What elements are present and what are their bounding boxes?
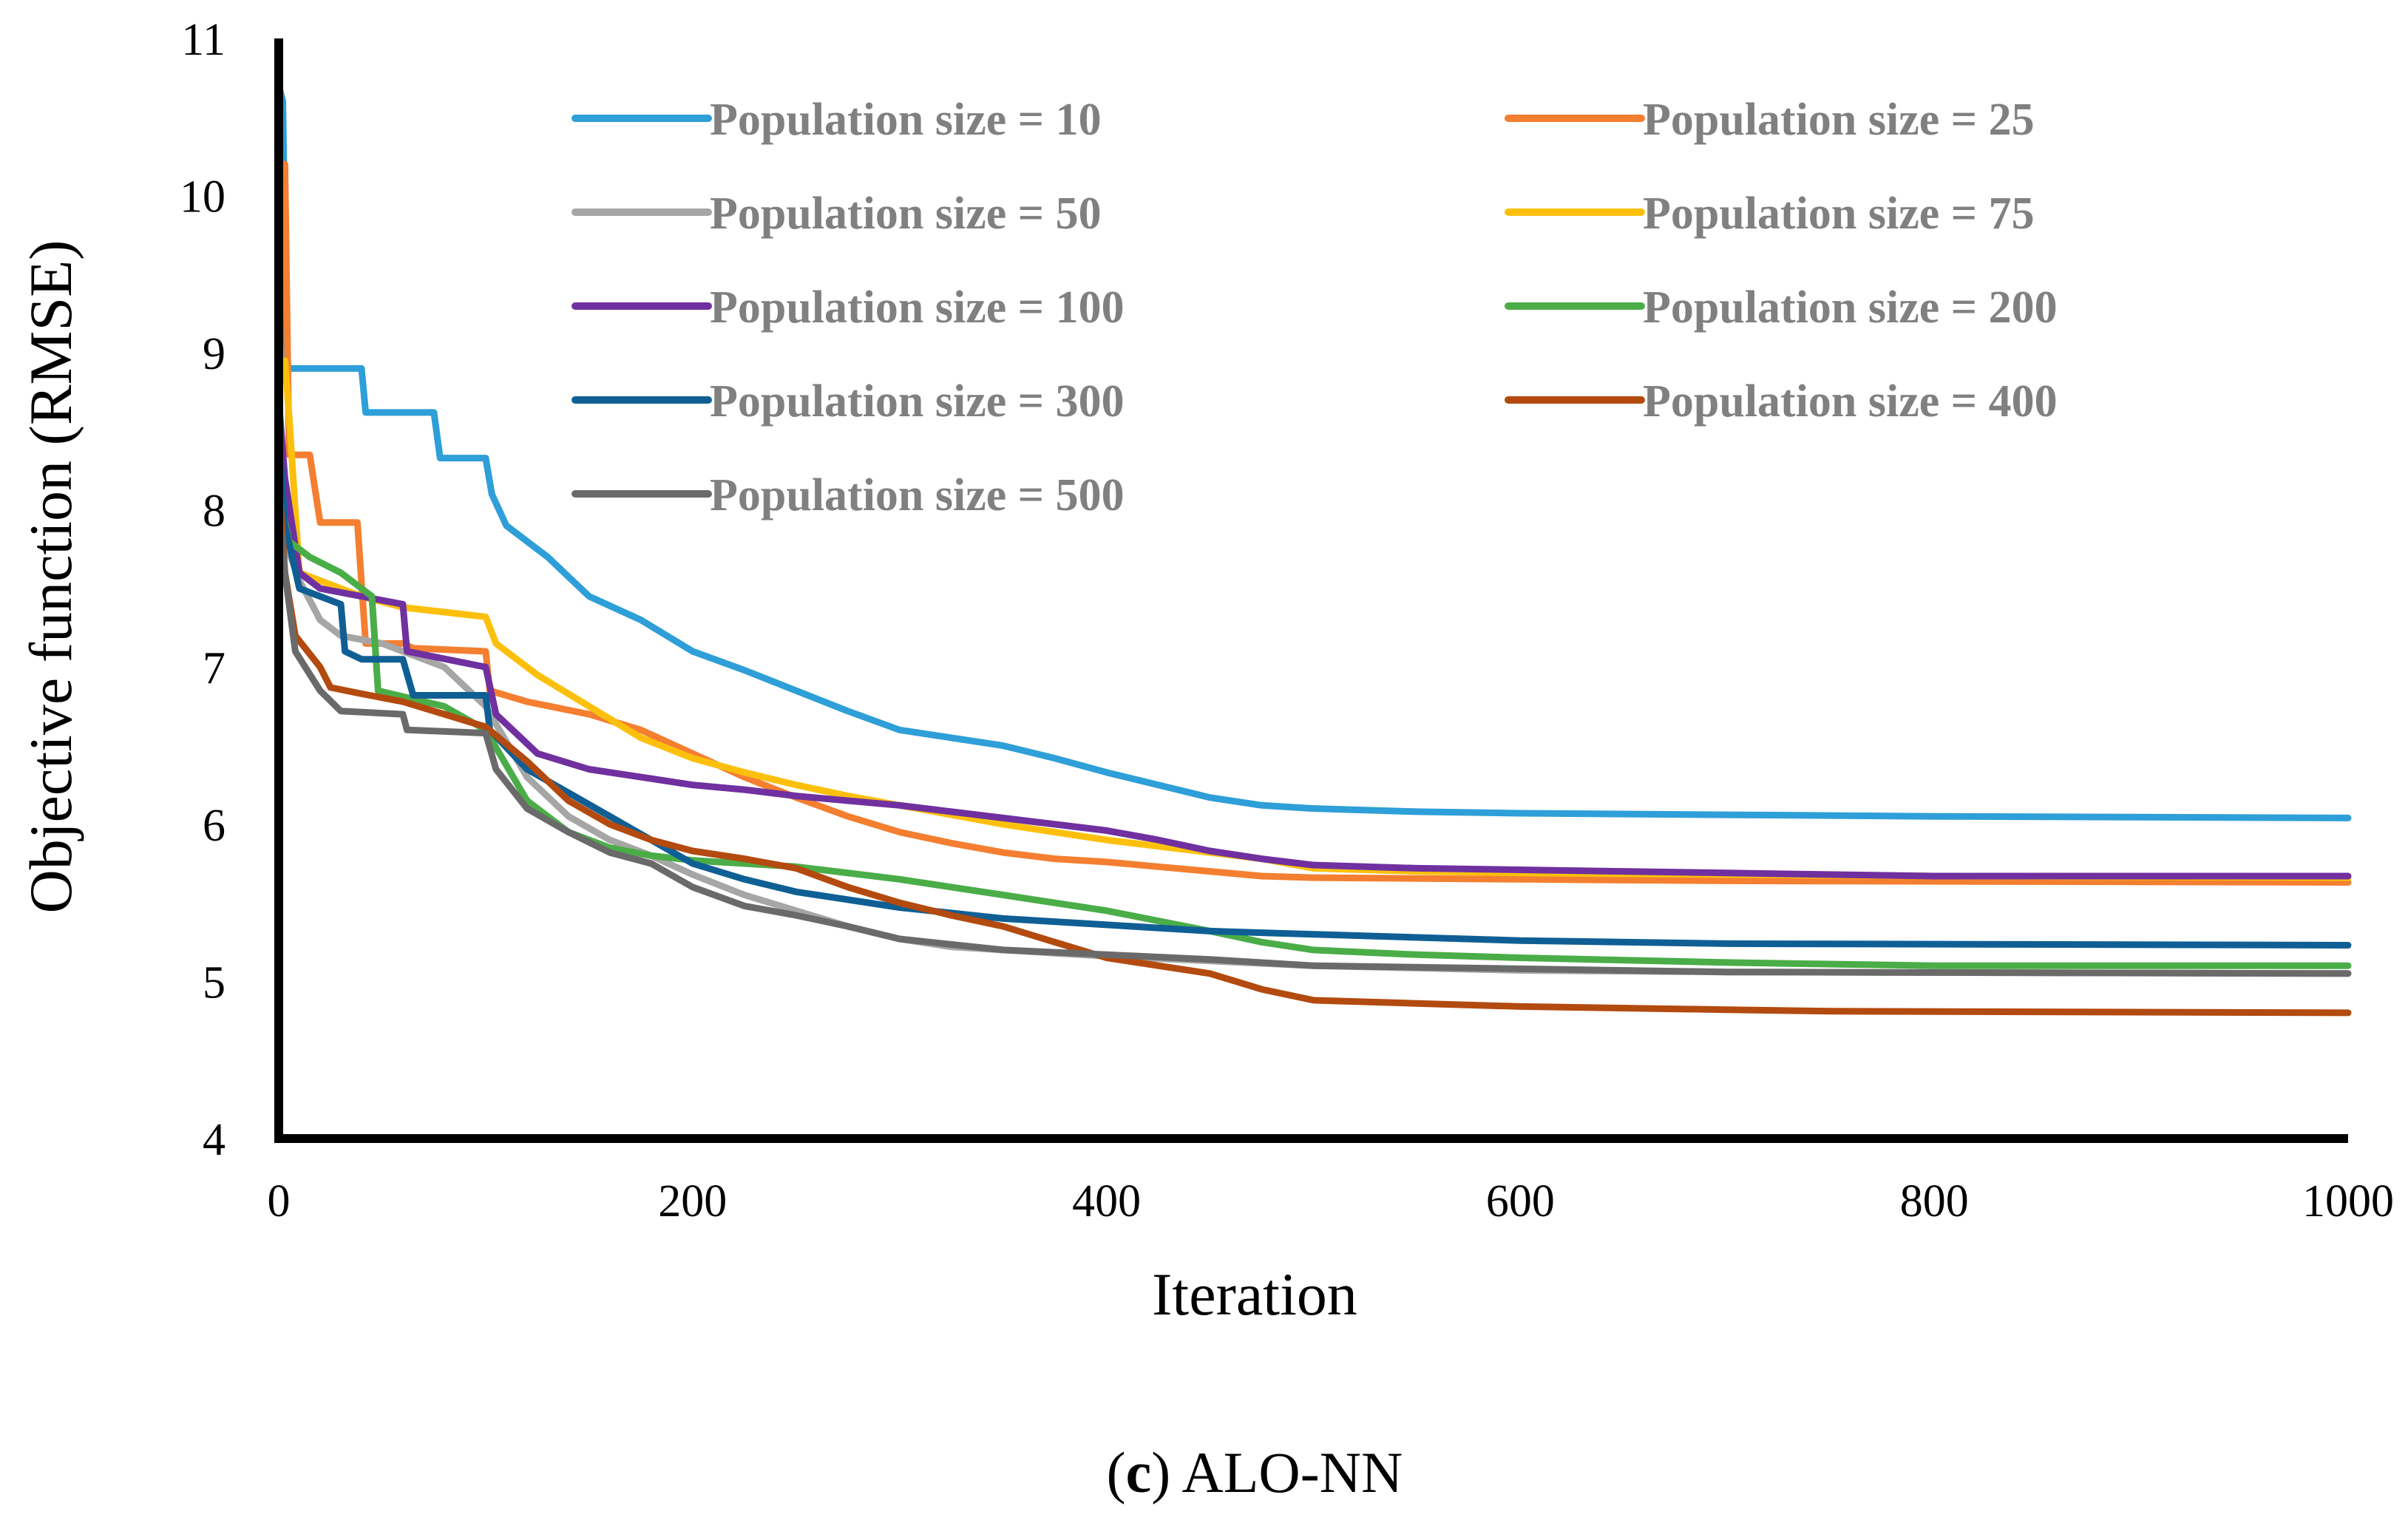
legend-item: Population size = 75: [1505, 189, 2035, 239]
legend-label: Population size = 25: [1643, 95, 2035, 145]
legend-label: Population size = 50: [710, 189, 1102, 239]
series-line: [275, 427, 2352, 949]
y-tick-labels: 4 5 6 7 8 9 10 11: [180, 15, 225, 1165]
y-tick-label: 4: [203, 1115, 225, 1165]
legend-label: Population size = 10: [710, 95, 1102, 145]
figure-caption: (c) ALO-NN: [1107, 1440, 1403, 1505]
x-axis-title: Iteration: [1152, 1261, 1357, 1328]
legend-item: Population size = 100: [572, 282, 1125, 333]
series-lines: [275, 82, 2352, 1017]
series-line: [275, 475, 2352, 1017]
x-tick-label: 600: [1486, 1176, 1555, 1227]
y-tick-label: 10: [180, 172, 225, 223]
x-tick-label: 0: [268, 1176, 291, 1227]
series-line: [275, 396, 2352, 880]
legend-item: Population size = 400: [1505, 376, 2058, 427]
caption-letter: c: [1126, 1440, 1152, 1505]
y-tick-label: 8: [203, 486, 225, 537]
series-line: [275, 82, 2352, 821]
series-line: [275, 444, 2352, 977]
series-line: [275, 506, 2352, 977]
legend-item: Population size = 25: [1505, 95, 2035, 145]
legend-item: Population size = 200: [1505, 282, 2058, 333]
y-tick-label: 5: [203, 957, 225, 1008]
y-tick-label: 7: [203, 643, 225, 693]
x-tick-label: 400: [1072, 1176, 1141, 1227]
legend-item: Population size = 300: [572, 376, 1125, 427]
y-axis-title: Objective function (RMSE): [17, 240, 84, 914]
y-tick-label: 6: [203, 801, 225, 851]
legend-item: Population size = 50: [572, 189, 1102, 239]
x-tick-labels: 0 200 400 600 800 1000: [268, 1176, 2395, 1227]
legend-item: Population size = 500: [572, 470, 1125, 520]
series-line: [275, 160, 2352, 886]
legend-label: Population size = 100: [710, 282, 1125, 333]
x-tick-label: 800: [1900, 1176, 1969, 1227]
legend-item: Population size = 10: [572, 95, 1102, 145]
legend-label: Population size = 500: [710, 470, 1125, 520]
axes: [274, 38, 2348, 1143]
legend-label: Population size = 300: [710, 376, 1125, 427]
series-line: [275, 357, 2352, 881]
legend-label: Population size = 75: [1643, 189, 2035, 239]
x-tick-label: 200: [658, 1176, 727, 1227]
legend: Population size = 10 Population size = 25…: [572, 95, 2058, 520]
legend-label: Population size = 400: [1643, 376, 2058, 427]
y-tick-label: 9: [203, 329, 225, 379]
y-tick-label: 11: [181, 15, 225, 65]
caption-text: ALO-NN: [1181, 1440, 1403, 1505]
x-tick-label: 1000: [2302, 1176, 2394, 1227]
series-line: [275, 491, 2352, 969]
legend-label: Population size = 200: [1643, 282, 2058, 333]
